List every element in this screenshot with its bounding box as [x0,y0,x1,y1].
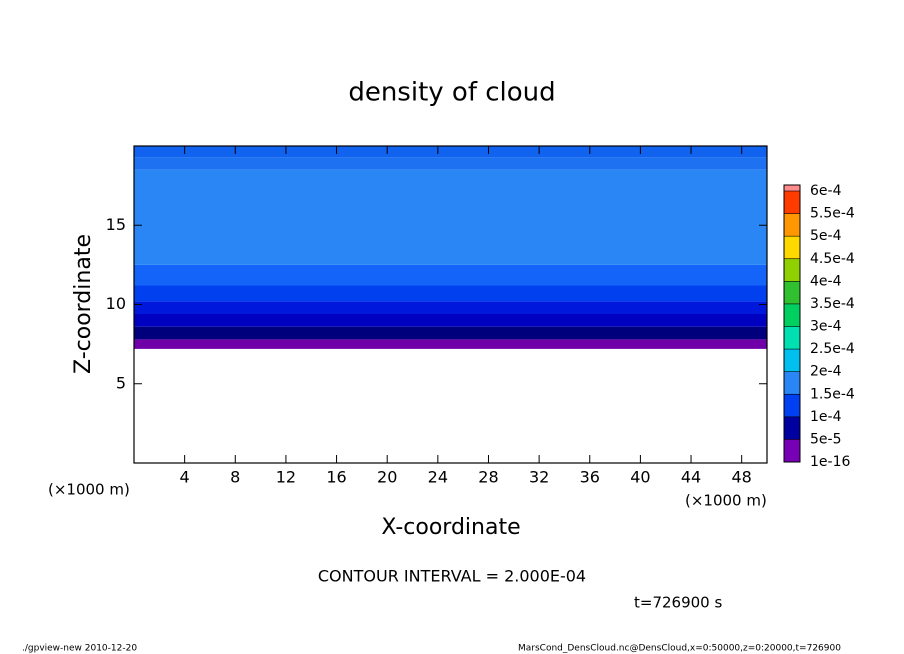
y-tick-label: 5 [116,373,126,392]
x-tick-label: 44 [681,468,701,487]
colorbar-label: 3.5e-4 [810,296,855,312]
colorbar-label: 2.5e-4 [810,341,855,357]
colorbar-cell [784,213,800,237]
x-tick-label: 12 [276,468,296,487]
x-unit: (×1000 m) [685,492,767,510]
colorbar-cell [784,416,800,440]
colorbar-label: 1e-4 [810,409,842,425]
colorbar-label: 1.5e-4 [810,386,855,402]
y-tick-label: 10 [106,294,126,313]
colorbar-cell [784,191,800,214]
contour-band [134,326,767,340]
y-tick-label: 15 [106,215,126,234]
colorbar-cell [784,303,800,327]
x-tick-label: 24 [428,468,448,487]
x-axis-label: X-coordinate [381,515,520,540]
footer-right: MarsCond_DensCloud.nc@DensCloud,x=0:5000… [518,644,841,654]
x-tick-label: 48 [732,468,752,487]
x-tick-label: 20 [377,468,397,487]
colorbar-label: 4e-4 [810,273,842,289]
contour-band [134,264,767,286]
contour-band [134,146,767,158]
colorbar-cell [784,439,800,462]
colorbar-label: 3e-4 [810,319,842,335]
colorbar-top [784,185,800,191]
footer-left: ./gpview-new 2010-12-20 [22,644,137,654]
x-tick-label: 8 [230,468,240,487]
colorbar-cell [784,258,800,282]
time-label: t=726900 s [634,594,722,612]
contour-interval: CONTOUR INTERVAL = 2.000E-04 [318,567,586,586]
contour-band [134,157,767,170]
x-tick-label: 28 [478,468,498,487]
colorbar-cell [784,281,800,304]
contour-band [134,169,767,265]
contour-band [134,301,767,315]
colorbar-cell [784,349,800,372]
contour-band [134,285,767,302]
colorbar-label: 5.5e-4 [810,206,855,222]
x-tick-label: 16 [326,468,346,487]
y-axis-label: Z-coordinate [71,234,96,374]
x-tick-label: 4 [180,468,190,487]
colorbar-cell [784,236,800,259]
chart-title: density of cloud [348,78,555,108]
x-tick-label: 40 [630,468,650,487]
contour-band [134,339,767,349]
colorbar-label: 2e-4 [810,364,842,380]
colorbar-label: 5e-4 [810,228,842,244]
colorbar-label: 4.5e-4 [810,251,855,267]
colorbar-label: 5e-5 [810,431,841,447]
colorbar-cell [784,371,800,395]
colorbar-label: 6e-4 [810,183,842,199]
x-unit: (×1000 m) [48,481,130,499]
contour-band [134,314,767,327]
colorbar-label: 1e-16 [810,454,850,470]
colorbar-cell [784,326,800,350]
x-tick-label: 36 [580,468,600,487]
x-tick-label: 32 [529,468,549,487]
colorbar-cell [784,394,800,417]
